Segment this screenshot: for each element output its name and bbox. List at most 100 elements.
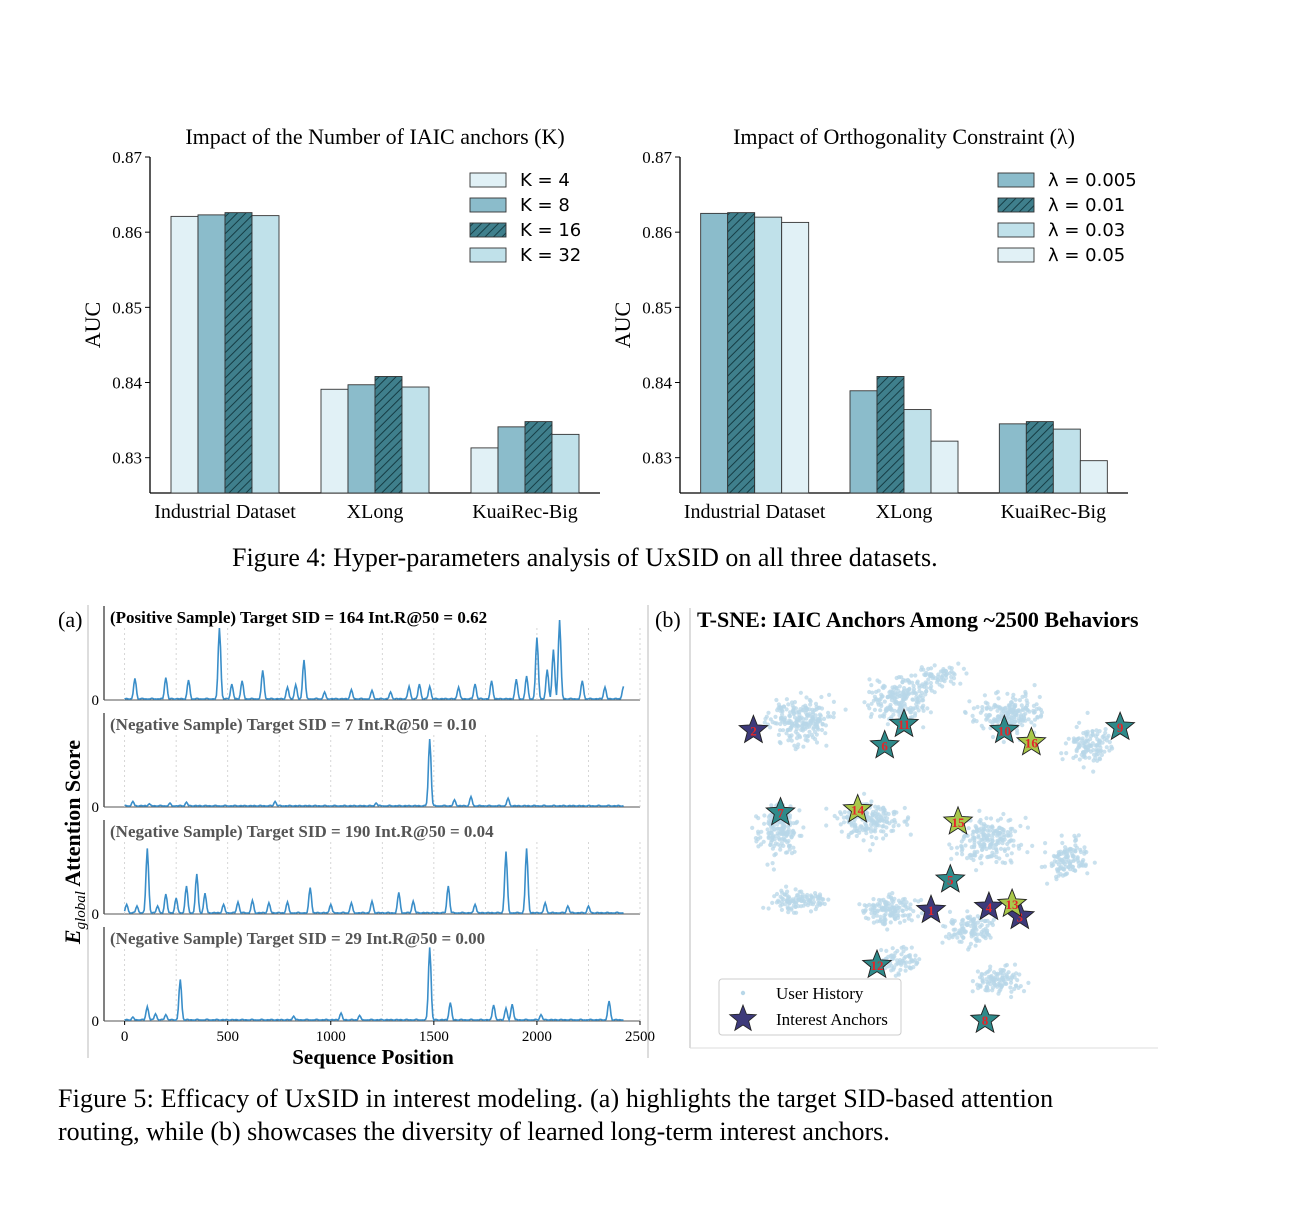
history-point bbox=[1023, 815, 1028, 821]
history-point bbox=[813, 907, 818, 912]
history-point bbox=[926, 677, 931, 682]
x-tick-label: 2500 bbox=[625, 1029, 655, 1045]
history-point bbox=[898, 961, 904, 966]
history-point bbox=[787, 813, 793, 818]
legend-swatch bbox=[997, 222, 1035, 238]
history-point bbox=[970, 989, 975, 994]
history-point bbox=[1005, 691, 1010, 696]
history-point bbox=[782, 717, 787, 722]
history-point bbox=[1019, 703, 1024, 708]
history-point bbox=[862, 700, 867, 705]
history-point bbox=[1009, 994, 1014, 1000]
history-point bbox=[965, 833, 970, 838]
history-point bbox=[1088, 734, 1094, 739]
history-point bbox=[993, 842, 998, 847]
history-point bbox=[863, 915, 869, 921]
history-point bbox=[910, 697, 915, 702]
panel-y-tick: 0 bbox=[92, 800, 100, 816]
history-point bbox=[1081, 731, 1086, 736]
interest-anchor-star bbox=[915, 893, 947, 924]
history-point bbox=[946, 936, 952, 941]
history-point bbox=[916, 914, 921, 919]
history-point bbox=[911, 683, 916, 689]
history-point bbox=[979, 861, 984, 866]
history-point bbox=[890, 946, 895, 951]
history-point bbox=[1029, 720, 1034, 725]
legend-label: λ = 0.05 bbox=[1048, 245, 1125, 266]
history-point bbox=[857, 902, 862, 907]
anchor-id-label: 10 bbox=[998, 723, 1011, 738]
history-point bbox=[883, 900, 888, 905]
history-point bbox=[814, 740, 820, 745]
history-point bbox=[780, 712, 785, 717]
history-point bbox=[954, 851, 960, 856]
history-point bbox=[1054, 854, 1059, 859]
history-point bbox=[862, 791, 867, 796]
history-point bbox=[903, 904, 908, 909]
history-point bbox=[925, 706, 930, 711]
history-point bbox=[835, 816, 840, 821]
history-point bbox=[819, 727, 825, 733]
history-point bbox=[867, 902, 872, 907]
history-point bbox=[924, 689, 929, 694]
history-point bbox=[921, 703, 926, 708]
category-label: Industrial Dataset bbox=[154, 501, 296, 523]
history-point bbox=[960, 852, 965, 857]
history-point bbox=[857, 827, 862, 833]
history-point bbox=[875, 919, 880, 924]
history-point bbox=[789, 733, 794, 738]
history-point bbox=[947, 671, 953, 676]
history-point bbox=[970, 929, 975, 934]
history-point bbox=[874, 820, 879, 825]
history-point bbox=[900, 679, 905, 685]
history-point bbox=[766, 906, 771, 911]
history-point bbox=[999, 984, 1004, 989]
history-point bbox=[1066, 864, 1071, 870]
history-point bbox=[1098, 749, 1103, 754]
history-point bbox=[967, 945, 972, 950]
bar bbox=[470, 447, 499, 494]
history-point bbox=[988, 964, 993, 969]
history-point bbox=[912, 898, 918, 903]
history-point bbox=[861, 838, 866, 843]
history-point bbox=[804, 716, 809, 721]
history-point bbox=[777, 704, 782, 710]
history-point bbox=[985, 932, 990, 937]
history-point bbox=[1091, 747, 1096, 753]
history-point bbox=[1083, 739, 1088, 744]
history-point bbox=[804, 722, 809, 727]
history-point bbox=[761, 905, 766, 910]
history-point bbox=[901, 949, 906, 954]
history-point bbox=[899, 700, 904, 705]
history-point bbox=[885, 903, 891, 909]
panel-title: (Negative Sample) Target SID = 190 Int.R… bbox=[110, 822, 494, 841]
legend-label: K = 4 bbox=[520, 170, 570, 191]
history-point bbox=[867, 677, 872, 682]
history-point bbox=[770, 861, 775, 866]
history-point bbox=[979, 922, 984, 928]
history-point bbox=[1082, 851, 1087, 856]
history-point bbox=[907, 679, 912, 684]
history-point bbox=[1076, 833, 1081, 838]
history-point bbox=[903, 964, 908, 969]
history-point bbox=[1074, 749, 1079, 754]
history-point bbox=[974, 936, 979, 941]
history-point bbox=[1023, 711, 1028, 716]
anchor-id-label: 4 bbox=[986, 900, 993, 915]
chart-title: Impact of the Number of IAIC anchors (K) bbox=[185, 124, 564, 149]
bar bbox=[551, 433, 580, 494]
history-point bbox=[1074, 724, 1079, 730]
history-point bbox=[994, 848, 999, 853]
history-point bbox=[1091, 769, 1096, 774]
bar bbox=[197, 214, 226, 494]
history-point bbox=[1100, 734, 1105, 740]
history-point bbox=[971, 829, 976, 834]
history-point bbox=[831, 711, 836, 716]
history-point bbox=[896, 823, 901, 828]
x-axis-label: Sequence Position bbox=[292, 1045, 454, 1069]
history-point bbox=[979, 847, 985, 853]
history-point bbox=[768, 842, 773, 848]
history-point bbox=[893, 950, 898, 956]
bar bbox=[876, 376, 905, 494]
history-point bbox=[766, 835, 771, 841]
